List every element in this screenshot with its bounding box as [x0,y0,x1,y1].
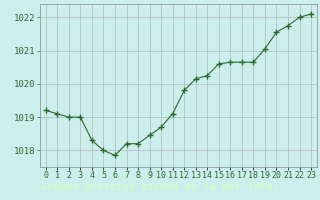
Text: Graphe pression niveau de la mer (hPa): Graphe pression niveau de la mer (hPa) [41,182,279,192]
